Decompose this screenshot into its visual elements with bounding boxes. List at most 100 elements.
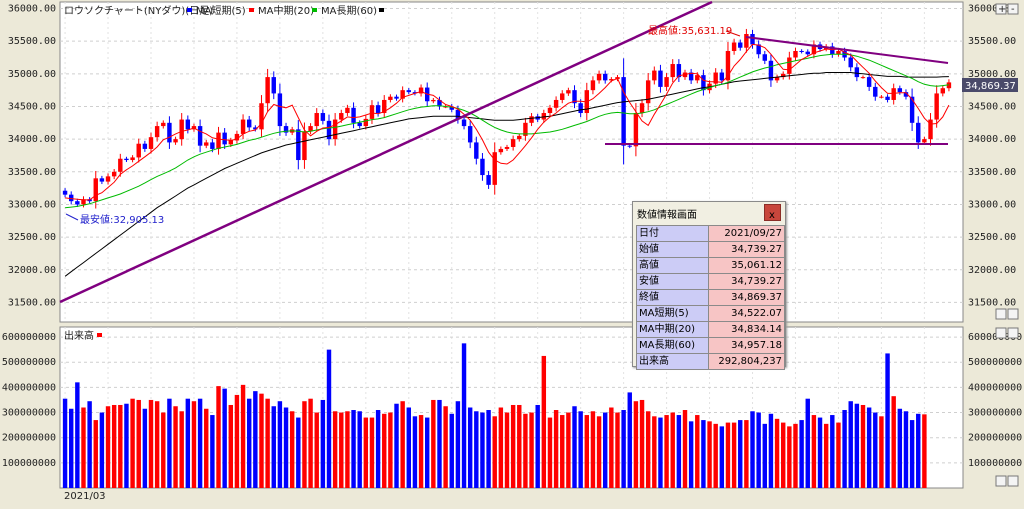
candle-body xyxy=(210,142,215,149)
info-panel-close-button[interactable]: x xyxy=(764,204,781,221)
candle-body xyxy=(431,99,436,102)
volume-bar xyxy=(130,398,135,488)
price-scroll-down-button[interactable] xyxy=(1007,308,1019,320)
price-tick-label: 32000.00 xyxy=(8,265,56,276)
candle-body xyxy=(916,122,921,143)
volume-bar xyxy=(314,412,319,488)
volume-bar xyxy=(860,404,866,488)
volume-bar xyxy=(787,426,792,488)
volume-scroll-up-button[interactable] xyxy=(995,475,1007,487)
volume-bar xyxy=(529,412,534,488)
price-plot-area xyxy=(59,1,964,323)
info-value: 34,739.27 xyxy=(708,273,785,290)
info-panel[interactable]: 数値情報画面 x 日付 2021/09/27 始値 34,739.27 高値 35,0… xyxy=(632,201,786,370)
candle-body xyxy=(885,96,890,100)
volume-tick-label: 200000000 xyxy=(968,433,1022,444)
volume-bar xyxy=(922,414,927,488)
price-axis-right: 31500.00 32000.00 32500.00 33000.00 33500.00… xyxy=(968,4,1016,309)
candle-body xyxy=(467,126,473,143)
candle-body xyxy=(296,129,301,161)
candle-body xyxy=(400,90,405,99)
volume-bar xyxy=(584,415,590,488)
volume-series xyxy=(62,343,927,488)
volume-bar xyxy=(308,398,313,488)
volume-bar xyxy=(903,411,909,488)
candle-body xyxy=(510,139,516,147)
price-zoom-controls[interactable]: + - xyxy=(995,3,1019,320)
price-zoom-out-button[interactable] xyxy=(1007,3,1019,15)
candle-body xyxy=(105,176,111,182)
candle-body xyxy=(81,199,86,205)
candle-body xyxy=(93,178,98,202)
price-grid xyxy=(60,2,963,322)
price-scroll-up-button[interactable] xyxy=(995,308,1007,320)
volume-bar xyxy=(210,415,215,488)
volume-zoom-out-button[interactable] xyxy=(1007,327,1019,339)
chart-title: ロウソクチャート(NYダウ)(日足) xyxy=(64,4,213,17)
volume-bar xyxy=(148,399,154,488)
volume-bar xyxy=(615,412,620,488)
candle-body xyxy=(240,119,246,134)
candle-body xyxy=(277,93,283,127)
volume-bar xyxy=(234,394,240,488)
volume-bar xyxy=(695,415,700,488)
volume-bar xyxy=(578,411,583,488)
trendline-uptrend xyxy=(59,0,713,304)
volume-bar xyxy=(762,423,768,488)
price-zoom-out-icon: - xyxy=(1011,4,1015,15)
info-label: 安値 xyxy=(635,273,710,290)
info-table: 日付 2021/09/27 始値 34,739.27 高値 35,061.12 安値 3… xyxy=(635,225,785,370)
volume-zoom-controls[interactable] xyxy=(995,327,1019,487)
volume-bar xyxy=(547,417,553,488)
volume-bar xyxy=(658,417,663,488)
volume-bar xyxy=(326,349,332,488)
candle-body xyxy=(222,132,227,145)
volume-tick-label: 600000000 xyxy=(2,332,56,343)
candle-body xyxy=(449,106,454,110)
info-panel-header[interactable]: 数値情報画面 x xyxy=(633,202,785,222)
candle-body xyxy=(357,122,362,127)
volume-bar xyxy=(701,420,706,488)
volume-bar xyxy=(437,399,442,488)
volume-bar xyxy=(707,421,712,488)
volume-bar xyxy=(289,411,295,488)
volume-bar xyxy=(345,411,350,488)
volume-bar xyxy=(351,410,356,488)
candle-body xyxy=(627,145,632,147)
volume-bar xyxy=(253,391,258,488)
candle-body xyxy=(339,113,344,120)
price-zoom-in-button[interactable] xyxy=(995,3,1007,15)
price-tick-label: 33000.00 xyxy=(8,199,56,210)
volume-bar xyxy=(596,416,602,488)
volume-bar xyxy=(124,403,129,488)
candlestick-series xyxy=(62,28,952,209)
volume-bar xyxy=(62,398,68,488)
volume-bar xyxy=(185,398,191,488)
candle-body xyxy=(639,103,645,114)
annotation-low: 最安値:32,905.13 xyxy=(65,213,164,226)
volume-bar xyxy=(897,408,903,488)
volume-bar xyxy=(492,416,497,488)
candle-body xyxy=(406,90,412,93)
candle-body xyxy=(774,77,780,81)
volume-bar xyxy=(191,401,197,488)
volume-bar xyxy=(909,420,915,488)
volume-zoom-in-button[interactable] xyxy=(995,327,1007,339)
candle-body xyxy=(62,190,68,195)
price-tick-label: 33500.00 xyxy=(968,167,1016,178)
candle-body xyxy=(461,119,467,127)
volume-bar xyxy=(590,411,596,488)
candle-body xyxy=(161,122,166,127)
candle-body xyxy=(259,103,264,130)
volume-bar xyxy=(375,410,381,488)
volume-bar xyxy=(836,422,841,488)
candle-body xyxy=(891,88,896,100)
candle-body xyxy=(68,194,74,202)
volume-scroll-down-button[interactable] xyxy=(1007,475,1019,487)
volume-bar xyxy=(885,353,890,488)
candle-body xyxy=(142,143,148,149)
volume-bar xyxy=(424,417,430,488)
volume-bar xyxy=(81,407,86,488)
info-value: 34,522.07 xyxy=(708,305,785,322)
